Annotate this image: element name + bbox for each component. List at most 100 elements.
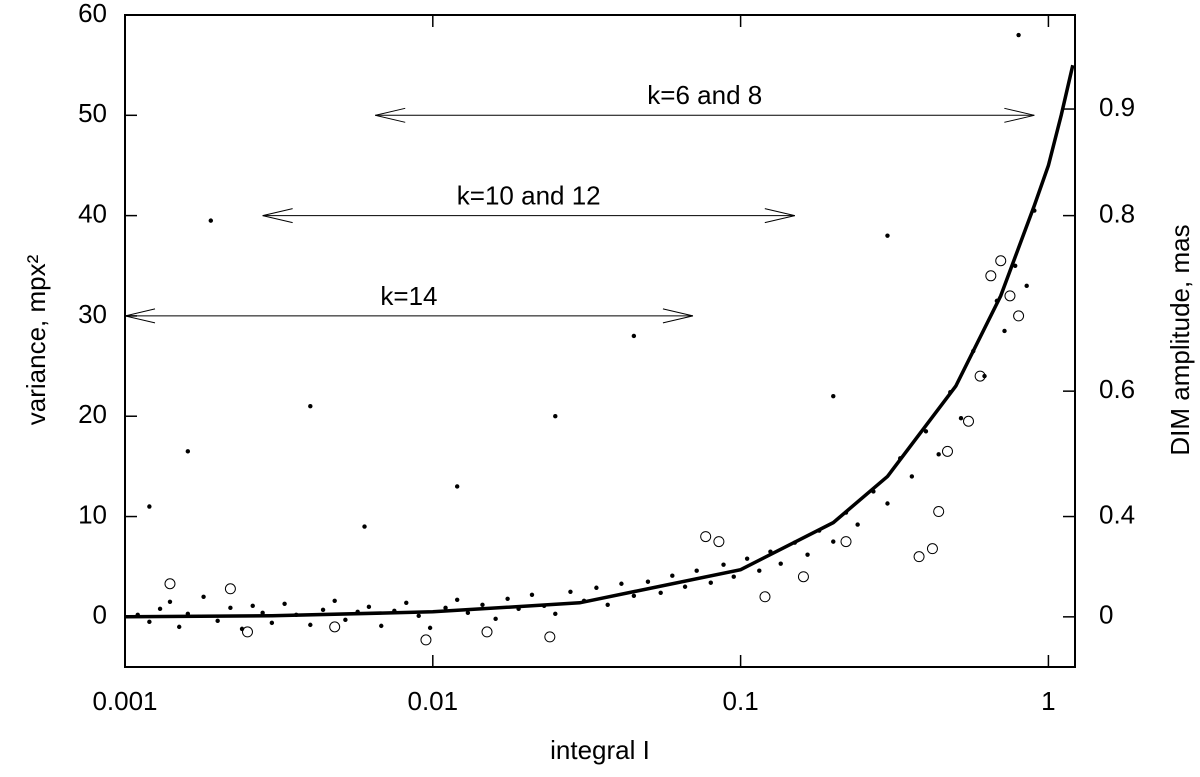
dot-point [157, 606, 163, 612]
circle-point [963, 415, 974, 427]
circle-point [329, 621, 341, 633]
dot-point [658, 590, 663, 595]
dot-point [379, 623, 384, 629]
x-tick-label: 0.001 [92, 686, 157, 716]
dot-point [885, 233, 890, 238]
circle-point [926, 543, 938, 555]
dot-point [909, 474, 915, 479]
circle-point [759, 591, 771, 603]
y-tick-label: 20 [78, 399, 107, 429]
dot-point [936, 452, 941, 457]
circle-point [974, 370, 986, 382]
x-axis-label: integral I [550, 735, 650, 765]
dot-point [694, 568, 699, 573]
arrow-head [1004, 107, 1035, 123]
dot-point [855, 522, 860, 527]
circle-point [985, 270, 997, 282]
circle-point [1013, 310, 1025, 322]
fit-curve [124, 64, 1075, 619]
dot-point [1024, 283, 1029, 289]
dot-point [778, 561, 783, 566]
y-tick-label: 0 [93, 600, 107, 630]
dot-point [731, 574, 736, 579]
dot-point [332, 598, 337, 603]
dot-point [427, 625, 433, 631]
y-tick-label: 50 [78, 98, 107, 128]
dot-point [308, 622, 313, 628]
dot-point [645, 579, 651, 584]
dot-point [721, 562, 726, 567]
dot-point [269, 620, 275, 626]
dot-point [308, 404, 313, 409]
dot-point [958, 416, 964, 421]
dot-point [805, 552, 810, 557]
dot-point [682, 584, 688, 589]
dot-point [493, 616, 498, 622]
arrow-head [262, 208, 293, 224]
y-tick-label: 60 [78, 0, 107, 28]
circle-point [420, 634, 432, 646]
circle-point [700, 531, 712, 543]
annotation-label: k=14 [380, 281, 437, 311]
arrow-head [764, 208, 795, 224]
circle-point [713, 536, 725, 548]
dot-point [201, 594, 206, 599]
arrow-head [375, 107, 406, 123]
dot-point [594, 585, 599, 590]
circle-point [933, 506, 945, 518]
y2-tick-label: 0.8 [1099, 198, 1135, 228]
dot-point [480, 602, 485, 608]
dot-point [708, 580, 713, 585]
dot-point [923, 429, 929, 434]
dot-point [744, 556, 750, 561]
dot-point [250, 603, 255, 609]
dot-point [568, 589, 573, 594]
dot-point [343, 617, 348, 623]
circle-point [995, 255, 1007, 267]
y-axis-label: variance, mpx² [21, 254, 51, 425]
y-tick-label: 10 [78, 499, 107, 529]
annotation-label: k=10 and 12 [457, 180, 601, 210]
y2-axis-label: DIM amplitude, mas [1165, 224, 1195, 455]
dot-point [147, 504, 152, 509]
dot-point [605, 602, 610, 608]
dot-point [228, 605, 233, 611]
x-tick-label: 1 [1041, 686, 1055, 716]
dot-point [320, 607, 326, 613]
dot-point [177, 624, 182, 630]
dot-point [553, 414, 558, 419]
dot-point [208, 218, 214, 223]
circle-point [941, 445, 953, 457]
y2-tick-label: 0.9 [1099, 92, 1135, 122]
circle-point [840, 536, 852, 548]
dot-point [465, 610, 471, 616]
dot-point [529, 592, 535, 597]
dot-point [670, 573, 675, 578]
dot-point [454, 484, 460, 489]
dot-point [631, 333, 637, 339]
dot-point [366, 604, 372, 610]
dot-point [631, 593, 637, 598]
dot-point [362, 524, 367, 529]
dot-point [443, 605, 448, 611]
y2-tick-label: 0 [1099, 600, 1113, 630]
dot-point [454, 597, 460, 602]
dot-point [185, 449, 191, 454]
dot-point [416, 613, 421, 619]
circle-point [164, 578, 176, 590]
dot-point [831, 539, 836, 544]
dot-point [757, 568, 762, 573]
circle-point [1004, 290, 1016, 302]
circle-point [913, 551, 925, 563]
dot-point [167, 599, 173, 604]
circle-point [544, 631, 556, 643]
x-tick-label: 0.01 [408, 686, 459, 716]
dot-point [282, 601, 287, 607]
dot-point [619, 581, 624, 586]
circle-point [224, 583, 236, 595]
dot-point [404, 600, 409, 606]
plot-frame [124, 14, 1076, 668]
x-tick-label: 0.1 [723, 686, 759, 716]
y2-tick-label: 0.4 [1099, 499, 1135, 529]
dot-point [147, 619, 152, 625]
